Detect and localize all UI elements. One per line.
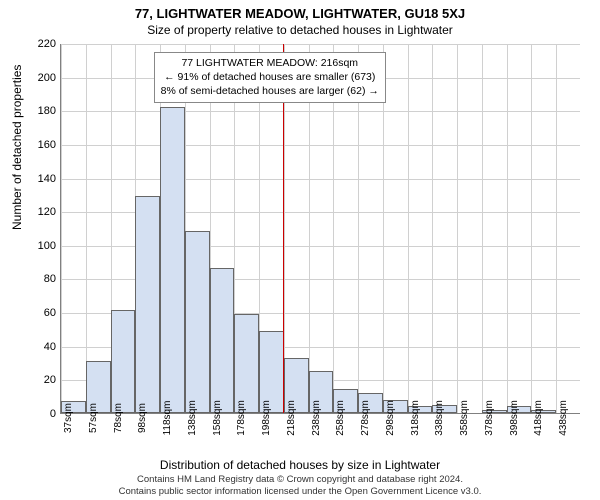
x-tick-label: 278sqm: [360, 400, 371, 436]
gridline-v: [86, 44, 87, 413]
y-tick-label: 80: [26, 273, 56, 285]
gridline-v: [556, 44, 557, 413]
gridline-v: [482, 44, 483, 413]
x-tick-label: 338sqm: [434, 400, 445, 436]
x-tick-label: 118sqm: [162, 401, 173, 436]
gridline-v: [432, 44, 433, 413]
footer-attribution: Contains HM Land Registry data © Crown c…: [0, 474, 600, 498]
y-tick-label: 160: [26, 139, 56, 151]
x-tick-label: 178sqm: [236, 400, 247, 436]
histogram-bar: [185, 231, 210, 413]
y-tick-label: 140: [26, 173, 56, 185]
y-tick-label: 40: [26, 341, 56, 353]
histogram-bar: [210, 268, 235, 413]
x-tick-label: 418sqm: [533, 400, 544, 436]
gridline-h: [61, 111, 580, 112]
x-tick-label: 37sqm: [63, 403, 74, 433]
x-tick-label: 358sqm: [459, 400, 470, 436]
y-tick-label: 60: [26, 307, 56, 319]
x-tick-label: 158sqm: [212, 400, 223, 436]
annotation-line2: ← 91% of detached houses are smaller (67…: [161, 70, 379, 84]
annotation-line3: 8% of semi-detached houses are larger (6…: [161, 84, 379, 98]
y-tick-label: 100: [26, 240, 56, 252]
y-tick-label: 220: [26, 38, 56, 50]
x-tick-label: 138sqm: [187, 400, 198, 436]
x-axis-label: Distribution of detached houses by size …: [0, 458, 600, 472]
x-tick-label: 98sqm: [137, 403, 148, 433]
gridline-h: [61, 179, 580, 180]
histogram-bar: [111, 310, 136, 413]
y-tick-label: 200: [26, 72, 56, 84]
x-tick-label: 318sqm: [410, 400, 421, 436]
chart-title: 77, LIGHTWATER MEADOW, LIGHTWATER, GU18 …: [0, 0, 600, 21]
x-tick-label: 218sqm: [286, 400, 297, 436]
x-tick-label: 198sqm: [261, 400, 272, 436]
annotation-line1: 77 LIGHTWATER MEADOW: 216sqm: [161, 56, 379, 70]
y-tick-label: 20: [26, 374, 56, 386]
histogram-bar: [160, 107, 185, 413]
histogram-bar: [135, 196, 160, 413]
x-tick-label: 438sqm: [558, 400, 569, 436]
histogram-bar: [234, 314, 259, 413]
x-tick-label: 378sqm: [484, 400, 495, 436]
footer-line2: Contains public sector information licen…: [0, 486, 600, 498]
chart-area: 77 LIGHTWATER MEADOW: 216sqm ← 91% of de…: [60, 44, 580, 414]
x-tick-label: 238sqm: [311, 400, 322, 436]
gridline-v: [507, 44, 508, 413]
gridline-v: [531, 44, 532, 413]
y-tick-label: 180: [26, 105, 56, 117]
y-tick-label: 120: [26, 206, 56, 218]
x-tick-label: 78sqm: [113, 403, 124, 433]
gridline-v: [408, 44, 409, 413]
gridline-v: [61, 44, 62, 413]
y-axis-label: Number of detached properties: [10, 65, 24, 230]
x-tick-label: 398sqm: [509, 400, 520, 436]
footer-line1: Contains HM Land Registry data © Crown c…: [0, 474, 600, 486]
gridline-h: [61, 145, 580, 146]
x-tick-label: 258sqm: [335, 400, 346, 436]
gridline-v: [457, 44, 458, 413]
reference-annotation: 77 LIGHTWATER MEADOW: 216sqm ← 91% of de…: [154, 52, 386, 103]
chart-subtitle: Size of property relative to detached ho…: [0, 21, 600, 41]
gridline-h: [61, 44, 580, 45]
x-tick-label: 57sqm: [88, 403, 99, 433]
x-tick-label: 298sqm: [385, 400, 396, 436]
y-tick-label: 0: [26, 408, 56, 420]
